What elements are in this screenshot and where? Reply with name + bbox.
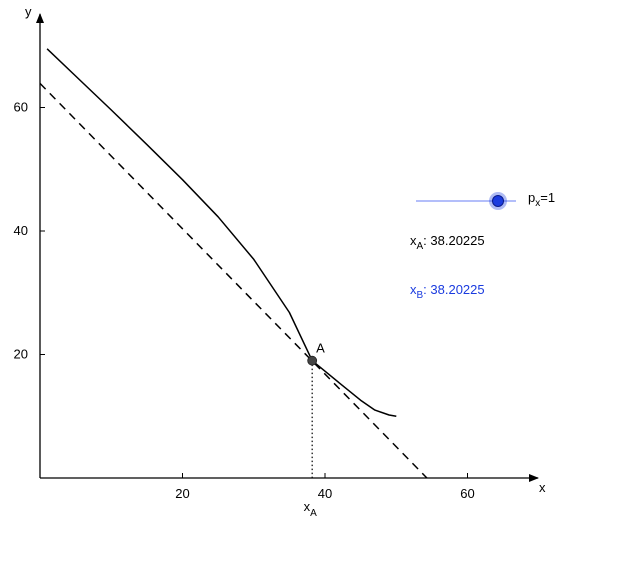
x-tick-label: 60 bbox=[460, 486, 474, 501]
point-a[interactable] bbox=[307, 355, 318, 366]
px-slider[interactable] bbox=[416, 192, 516, 210]
point-layer: A bbox=[307, 341, 325, 366]
y-axis-ticks: 20 40 60 bbox=[14, 100, 45, 362]
xb-readout: xB: 38.20225 bbox=[410, 282, 485, 301]
xa-axis-label: xA bbox=[304, 499, 318, 519]
y-axis-label: y bbox=[25, 4, 32, 19]
y-tick-label: 40 bbox=[14, 223, 28, 238]
series-layer bbox=[39, 48, 428, 479]
point-a-label: A bbox=[316, 341, 325, 356]
y-tick-label: 20 bbox=[14, 347, 28, 362]
slider-knob[interactable] bbox=[492, 195, 504, 207]
x-axis-label: x bbox=[539, 480, 546, 495]
tangent-line bbox=[39, 82, 428, 479]
x-axis-ticks: 20 40 60 bbox=[175, 473, 475, 501]
y-tick-label: 60 bbox=[14, 100, 28, 115]
curve-line bbox=[46, 48, 397, 418]
x-tick-label: 20 bbox=[175, 486, 189, 501]
xa-readout: xA: 38.20225 bbox=[410, 233, 485, 252]
annotation-layer: xA bbox=[304, 360, 318, 519]
slider-label: px=1 bbox=[528, 190, 555, 209]
x-tick-label: 40 bbox=[318, 486, 332, 501]
